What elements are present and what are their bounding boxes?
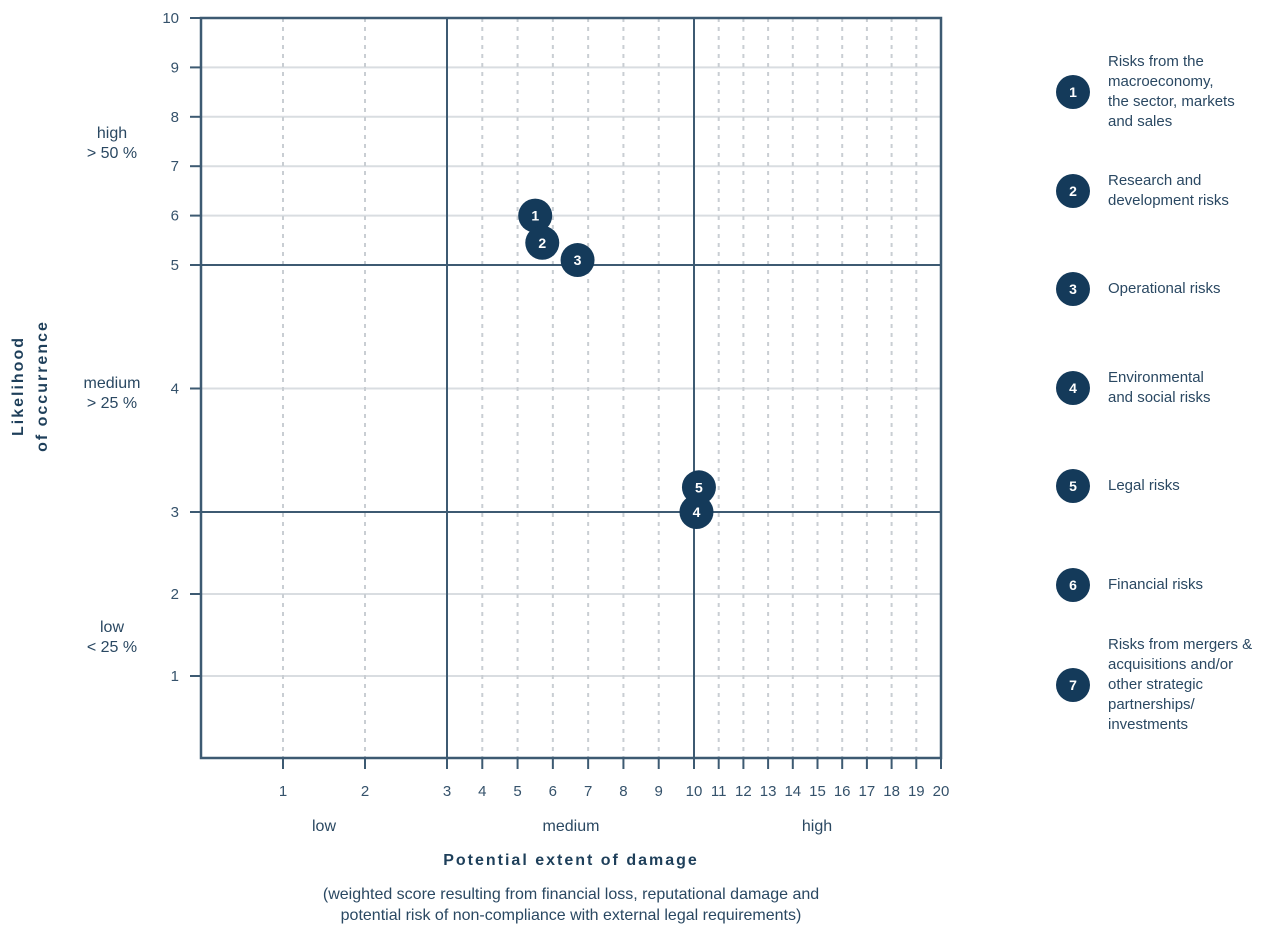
legend-badge: 3 [1056, 272, 1090, 306]
x-band-medium: medium [543, 818, 600, 835]
risk-point-circle [518, 198, 553, 233]
x-tick-label-14: 14 [784, 783, 801, 800]
y-tick-label-8: 8 [171, 109, 179, 126]
y-tick-label-4: 4 [171, 381, 179, 398]
y-tick-label-2: 2 [171, 586, 179, 603]
x-tick-label-3: 3 [443, 783, 451, 800]
risk-point-circle [679, 495, 714, 529]
y-tick-label-7: 7 [171, 158, 179, 175]
risk-point-3: 3 [560, 243, 595, 278]
x-band-low: low [312, 818, 336, 835]
y-tick-label-5: 5 [171, 257, 179, 274]
x-tick-label-7: 7 [584, 783, 592, 800]
legend-label: Financial risks [1108, 576, 1204, 593]
y-tick-label-6: 6 [171, 208, 179, 225]
legend-label: Environmental and social risks [1108, 369, 1211, 406]
x-axis-title: Potential extent of damage [443, 852, 699, 869]
risk-point-label: 3 [574, 252, 582, 268]
risk-point-2: 2 [525, 225, 560, 260]
x-tick-label-4: 4 [478, 783, 486, 800]
x-axis-subtitle: (weighted score resulting from financial… [323, 886, 819, 924]
risk-point-circle [560, 243, 595, 278]
legend-item-7: 7 Risks from mergers & acquisitions and/o… [1056, 635, 1271, 735]
legend-badge: 1 [1056, 75, 1090, 109]
x-tick-label-18: 18 [883, 783, 900, 800]
x-tick-label-12: 12 [735, 783, 752, 800]
axis-titles: Potential extent of damage (weighted scor… [10, 320, 819, 924]
y-axis-title: Likelihood of occurrence [10, 320, 51, 452]
y-tick-label-3: 3 [171, 504, 179, 521]
legend-badge: 4 [1056, 371, 1090, 405]
risk-point-4: 4 [679, 495, 714, 529]
legend-badge: 2 [1056, 174, 1090, 208]
legend-item-1: 1 Risks from the macroeconomy, the sector… [1056, 52, 1271, 132]
legend-label: Risks from mergers & acquisitions and/or… [1108, 636, 1253, 733]
y-band-label: high > 50 % [87, 125, 137, 162]
x-tick-label-6: 6 [549, 783, 557, 800]
x-tick-label-16: 16 [834, 783, 851, 800]
grid-minor [201, 18, 941, 758]
x-band-high: high [802, 818, 832, 835]
legend-item-6: 6 Financial risks [1056, 568, 1271, 602]
band-labels: low medium high high > 50 % medium > 25 % low < … [84, 125, 833, 835]
y-band-label: low < 25 % [87, 619, 137, 656]
risk-point-circle [525, 225, 560, 260]
x-tick-label-10: 10 [686, 783, 703, 800]
data-points: 1 2 3 4 5 [518, 198, 716, 529]
legend-label: Risks from the macroeconomy, the sector,… [1108, 53, 1235, 130]
y-tick-label-9: 9 [171, 59, 179, 76]
legend-label: Operational risks [1108, 280, 1221, 297]
legend-label: Research and development risks [1108, 172, 1229, 209]
risk-point-5: 5 [681, 470, 716, 505]
y-tick-label-1: 1 [171, 668, 179, 685]
legend-label: Legal risks [1108, 477, 1180, 494]
risk-point-label: 4 [693, 504, 701, 520]
legend-item-3: 3 Operational risks [1056, 272, 1271, 306]
legend-item-5: 5 Legal risks [1056, 469, 1271, 503]
risk-point-1: 1 [518, 198, 553, 233]
x-tick-label-17: 17 [859, 783, 876, 800]
legend-badge: 7 [1056, 668, 1090, 702]
x-tick-label-5: 5 [513, 783, 521, 800]
x-tick-label-9: 9 [655, 783, 663, 800]
x-tick-label-19: 19 [908, 783, 925, 800]
legend-item-4: 4 Environmental and social risks [1056, 368, 1271, 408]
x-tick-label-8: 8 [619, 783, 627, 800]
x-tick-label-1: 1 [279, 783, 287, 800]
y-tick-label-10: 10 [162, 10, 179, 27]
legend-badge: 6 [1056, 568, 1090, 602]
y-band-label: medium > 25 % [84, 375, 141, 412]
risk-point-circle [681, 470, 716, 505]
legend-item-2: 2 Research and development risks [1056, 171, 1271, 211]
x-tick-label-13: 13 [760, 783, 777, 800]
risk-point-label: 1 [531, 208, 539, 224]
risk-point-label: 5 [695, 479, 703, 495]
legend-badge: 5 [1056, 469, 1090, 503]
x-tick-label-20: 20 [933, 783, 950, 800]
x-tick-label-2: 2 [361, 783, 369, 800]
x-tick-label-11: 11 [711, 783, 727, 800]
risk-point-label: 2 [538, 235, 546, 251]
x-tick-label-15: 15 [809, 783, 826, 800]
